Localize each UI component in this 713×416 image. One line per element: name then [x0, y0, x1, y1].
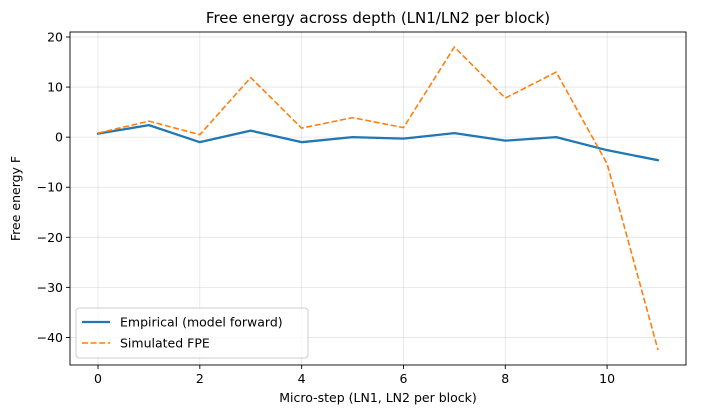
- y-tick-label: −40: [37, 330, 63, 345]
- x-tick-label: 6: [399, 371, 407, 386]
- axis-ticks: 0 2 4 6 8 10 20 10 0 −10 −20 −30 −40: [37, 30, 615, 386]
- y-tick-label: 20: [47, 30, 63, 45]
- x-tick-label: 2: [196, 371, 204, 386]
- x-tick-label: 0: [94, 371, 102, 386]
- y-tick-label: 0: [55, 130, 63, 145]
- legend-box: [75, 307, 309, 359]
- series-lines: [96, 46, 660, 351]
- series-line-empirical: [96, 123, 660, 162]
- legend-entry-empirical: Empirical (model forward): [120, 315, 283, 330]
- legend-entry-simulated-fpe: Simulated FPE: [120, 336, 210, 351]
- y-tick-label: 10: [47, 80, 63, 95]
- y-axis-label: Free energy F: [8, 156, 23, 241]
- x-tick-label: 10: [599, 371, 615, 386]
- x-tick-label: 8: [501, 371, 509, 386]
- series-line-simulated-fpe: [97, 46, 659, 351]
- x-axis-label: Micro-step (LN1, LN2 per block): [279, 390, 477, 405]
- y-tick-label: −10: [37, 180, 63, 195]
- y-tick-label: −30: [37, 280, 63, 295]
- plot-area-frame: [69, 31, 687, 366]
- legend: Empirical (model forward) Simulated FPE: [75, 307, 309, 359]
- y-tick-label: −20: [37, 230, 63, 245]
- x-tick-label: 4: [298, 371, 306, 386]
- chart-title: Free energy across depth (LN1/LN2 per bl…: [206, 9, 550, 27]
